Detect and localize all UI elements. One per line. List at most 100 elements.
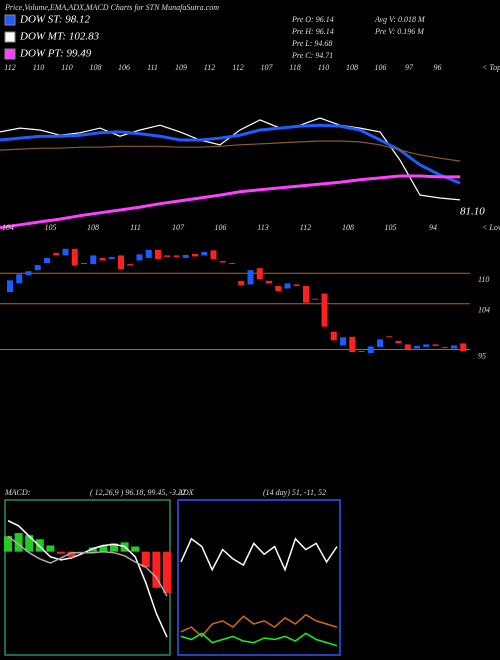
candle [7,280,13,293]
candle [275,285,282,292]
top-label: 112 [204,63,215,72]
candle [136,254,143,261]
panel-frame [4,499,171,656]
histogram-bar [88,547,97,552]
candle [266,280,272,284]
candle [293,284,300,286]
legend-text: DOW PT: 99.49 [19,48,92,60]
panel-title: ADX [177,488,195,497]
candle [312,298,319,300]
info-text: Avg V: 0.018 M [374,15,426,24]
histogram-bar [99,545,108,552]
line [180,632,338,647]
candle [404,344,411,350]
histogram-bar [46,545,55,552]
lows-label: < Lows [482,223,500,232]
candle [256,268,263,280]
line [0,123,461,185]
candle [451,345,457,349]
low-label: 112 [300,223,311,232]
legend-swatch [4,14,16,26]
candle [44,257,50,264]
legend-swatch [4,48,16,60]
low-label: 108 [342,223,354,232]
candle [358,351,365,353]
line [180,537,338,572]
candle [460,343,467,352]
line [7,520,168,638]
top-label: 108 [346,63,358,72]
legend-swatch [4,31,16,43]
candle [34,265,41,271]
low-label: 111 [130,223,141,232]
candle [127,264,134,266]
line [0,117,461,201]
top-label: 118 [289,63,300,72]
candle [349,336,356,353]
top-label: 111 [147,63,158,72]
candle [71,248,78,266]
annotation: 81.10 [460,206,485,218]
candle [432,344,439,346]
candle [414,345,420,349]
candle [303,285,309,303]
info-text: Pre L: 94.68 [291,39,332,48]
low-label: 94 [429,223,437,232]
line [180,613,338,638]
panel-subtitle: (14 day) 51, -11, 52 [263,488,326,497]
candle [284,283,291,289]
line [0,174,460,230]
candle [340,337,346,346]
candle [210,250,217,259]
histogram-bar [57,551,65,554]
candle [108,256,115,259]
legend-text: DOW MT: 102.83 [19,31,100,43]
top-label: 108 [90,63,102,72]
top-label: 110 [61,63,72,72]
candle [395,340,402,344]
histogram-bar [152,551,161,588]
candle [173,255,180,257]
top-label: 112 [4,63,15,72]
candle [192,253,198,257]
top-label: 96 [434,63,442,72]
candle [238,280,245,286]
top-label: 106 [118,63,130,72]
candle [219,261,226,263]
candle [155,249,161,259]
candle [118,255,124,270]
info-text: Pre O: 96.14 [291,15,334,24]
histogram-bar [14,533,23,552]
panel-title: MACD: [4,488,31,497]
histogram-bar [110,543,118,552]
candle [386,336,393,338]
y-tick-label: 110 [478,275,489,284]
candle [182,254,189,258]
histogram-bar [141,551,150,568]
candle [377,339,383,347]
candle [330,331,337,341]
candle [62,248,69,256]
candle [247,270,254,285]
candle [423,344,430,347]
top-label: 112 [232,63,243,72]
top-label: 109 [175,63,187,72]
low-label: 107 [172,223,185,232]
low-label: 104 [2,223,14,232]
candle [16,274,23,284]
info-text: Pre H: 96.14 [291,27,334,36]
candle [25,271,32,276]
histogram-bar [67,551,76,557]
candle [90,255,97,265]
y-tick-label: 95 [478,351,486,360]
candle [53,252,60,256]
line [7,535,168,597]
candle [201,251,208,256]
legend-text: DOW ST: 98.12 [19,14,90,26]
low-label: 105 [385,223,397,232]
candle [367,346,374,354]
panel-frame [177,499,341,656]
top-label: 107 [261,63,274,72]
info-text: Pre C: 94.71 [291,51,333,60]
